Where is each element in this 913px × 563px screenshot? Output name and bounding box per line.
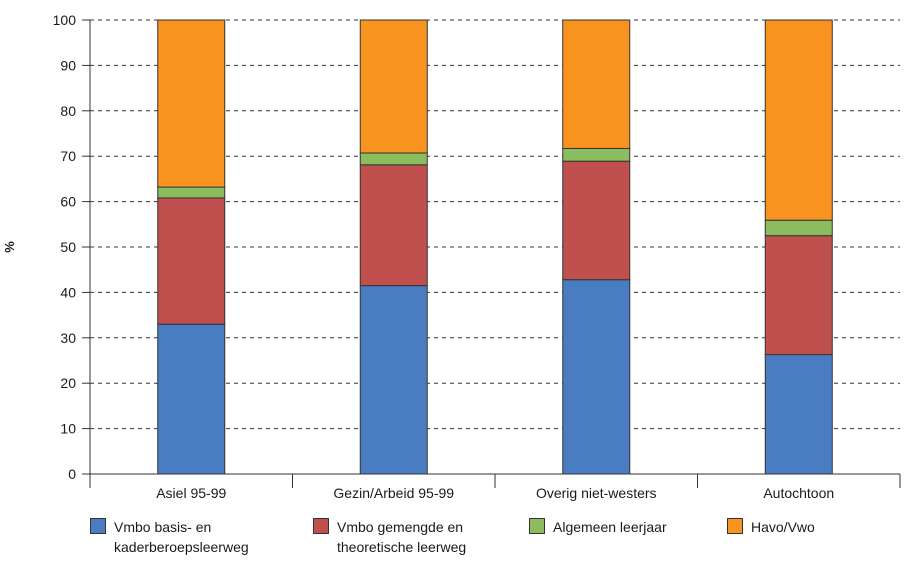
bar-segment (764, 19, 833, 221)
y-tick-label: 100 (53, 12, 77, 28)
bar-segment (562, 279, 631, 475)
y-tick-label: 70 (60, 148, 76, 164)
y-tick-label: 50 (60, 239, 76, 255)
y-tick-label: 80 (60, 103, 76, 119)
y-tick-label: 60 (60, 194, 76, 210)
y-tick-label: 10 (60, 421, 76, 437)
y-tick-label: 40 (60, 284, 76, 300)
bar-segment (359, 285, 428, 475)
x-tick-label: Asiel 95-99 (156, 485, 226, 501)
bar-segment (359, 152, 428, 166)
bar-segment (562, 19, 631, 149)
bar-segment (562, 160, 631, 281)
bar-segment (157, 186, 226, 199)
bar-segment (359, 164, 428, 287)
y-tick-label: 0 (68, 466, 76, 482)
y-tick-label: 30 (60, 330, 76, 346)
bars (157, 19, 833, 475)
x-tick-label: Autochtoon (763, 485, 834, 501)
bar-segment (359, 19, 428, 154)
y-tick-label: 90 (60, 57, 76, 73)
bar-segment (157, 19, 226, 188)
y-axis: 0 10 20 30 40 50 60 70 80 90 100 (53, 12, 91, 482)
x-tick-label: Overig niet-westers (536, 485, 657, 501)
x-tick-label: Gezin/Arbeid 95-99 (333, 485, 454, 501)
bar-segment (562, 147, 631, 162)
bar-segment (157, 323, 226, 475)
bar-segment (157, 197, 226, 325)
y-axis-label: % (2, 241, 17, 253)
x-axis: Asiel 95-99 Gezin/Arbeid 95-99 Overig niet… (89, 473, 901, 501)
y-tick-label: 20 (60, 375, 76, 391)
bar-segment (764, 219, 833, 237)
bar-segment (764, 235, 833, 356)
bar-segment (764, 354, 833, 475)
